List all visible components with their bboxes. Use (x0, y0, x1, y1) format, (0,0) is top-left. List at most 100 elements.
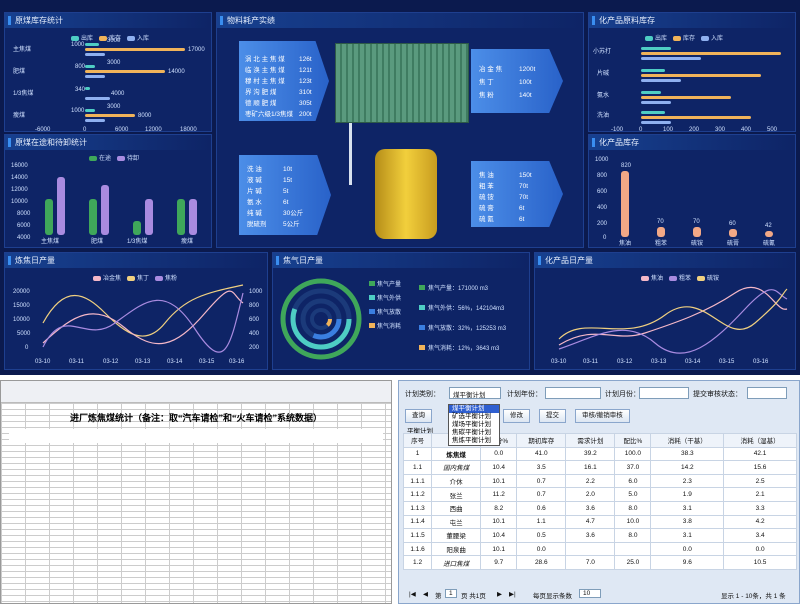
modify-button[interactable]: 修改 (503, 409, 530, 423)
cat-label: 主焦煤 (13, 45, 31, 53)
gas-daily-panel: 焦气日产量 焦气产量 焦气外供 焦气放散 焦气消耗 焦气产量：171000 m3… (272, 252, 530, 370)
svg-text:临 涣 主 焦 煤: 临 涣 主 焦 煤 (245, 65, 285, 74)
svg-text:焦气外供: 焦气外供 (377, 294, 401, 302)
prev-page-icon[interactable]: ◀ (423, 591, 428, 598)
table-row[interactable]: 1.1.5 董腰梁 10.4 0.5 3.6 8.0 3.1 3.4 (402, 528, 797, 543)
first-page-icon[interactable]: |◀ (409, 591, 416, 598)
bar (177, 199, 185, 235)
spreadsheet-window: 进厂炼焦煤统计（备注：取“汽车请检”和“火车请检”系统数据） (0, 380, 392, 604)
section-label: 平衡计划 (407, 428, 433, 435)
dropdown-option[interactable]: 矿选平衡计划 (452, 413, 491, 420)
chem-daily-panel: 化产品日产量 焦油 粗苯 硫铵 03-10 03-11 03-12 03-13 03… (534, 252, 796, 370)
page-input[interactable]: 1 (445, 589, 457, 598)
svg-text:10000: 10000 (11, 199, 28, 205)
legend: 出库 库存 入库 (65, 33, 149, 42)
chem-daily-chart: 03-10 03-11 03-12 03-13 03-14 03-15 03-1… (551, 286, 788, 365)
per-page-select[interactable]: 10 (579, 589, 602, 598)
plan-type-label: 计划类别： (405, 391, 440, 398)
svg-text:0: 0 (25, 345, 29, 351)
chem-output-box (471, 161, 563, 227)
chem-product-stock-chart: 1000 800 600 400 200 0 820 70 70 60 42 焦… (595, 157, 775, 247)
table-row[interactable]: 1.1 国内焦煤 10.4 3.5 16.1 37.0 14.2 15.6 (402, 460, 797, 475)
dropdown-option[interactable]: 煤平衡计划 (449, 405, 499, 413)
svg-text:6000: 6000 (115, 127, 129, 133)
svg-text:焦 油: 焦 油 (479, 170, 494, 179)
svg-text:8000: 8000 (17, 211, 31, 217)
table-row[interactable]: 1.1.4 屯兰 10.1 1.1 4.7 10.0 3.8 4.2 (402, 514, 797, 530)
svg-text:03-15: 03-15 (719, 359, 735, 365)
dropdown-option[interactable]: 焦碳平衡计划 (452, 429, 491, 436)
svg-text:6t: 6t (519, 205, 525, 212)
svg-text:340: 340 (75, 87, 86, 93)
legend: 出库 库存 入库 (639, 33, 723, 42)
table-row[interactable]: 1 炼焦煤 0.0 41.0 39.2 100.0 38.3 42.1 (402, 446, 797, 462)
svg-text:洗 油: 洗 油 (247, 164, 262, 173)
table-row[interactable]: 1.1.2 张兰 11.2 0.7 2.0 5.0 1.9 2.1 (402, 487, 797, 502)
panel-title: 原煤库存统计 (5, 13, 211, 28)
next-page-icon[interactable]: ▶ (497, 591, 502, 598)
query-button[interactable]: 查询 (405, 409, 432, 423)
submit-button[interactable]: 提交 (539, 409, 566, 423)
svg-text:6t: 6t (283, 199, 289, 206)
cat-label: 瘦煤 (13, 111, 25, 119)
svg-text:焦气放散: 焦气放散 (377, 308, 401, 316)
raw-coal-stock-panel: 原煤库存统计 出库 库存 入库 主焦煤 肥煤 1/3焦煤 瘦煤 1000 17000 3… (4, 12, 212, 133)
svg-text:03-12: 03-12 (617, 359, 633, 365)
svg-text:12000: 12000 (11, 187, 28, 193)
svg-text:126t: 126t (299, 56, 312, 63)
dropdown-option[interactable]: 焦炼平衡计划 (452, 437, 491, 444)
pagination-summary: 显示 1 - 10条，共 1 条 (721, 593, 786, 600)
col-header: 序号 (402, 433, 433, 448)
panel-title: 物料耗产实绩 (217, 13, 583, 28)
coal-transit-panel: 原煤在途和待卸统计 在途 待卸 16000 14000 12000 10000 8… (4, 134, 212, 248)
month-field[interactable] (639, 387, 689, 399)
series-line (42, 290, 244, 345)
svg-text:15000: 15000 (13, 303, 30, 309)
review-button[interactable]: 审核/撤销审核 (575, 409, 630, 423)
svg-text:5公斤: 5公斤 (283, 219, 300, 228)
status-select[interactable] (747, 387, 787, 399)
svg-text:200: 200 (689, 127, 700, 133)
svg-text:800: 800 (75, 64, 86, 70)
svg-text:德 顺 肥 煤: 德 顺 肥 煤 (245, 98, 277, 107)
svg-text:片碱: 片碱 (597, 69, 609, 77)
coke-daily-panel: 炼焦日产量 冶金焦 焦丁 焦粉 20000 15000 10000 5000 0 1… (4, 252, 268, 370)
svg-text:17000: 17000 (188, 47, 205, 53)
panel-title: 化产品库存 (589, 135, 795, 150)
svg-text:70t: 70t (519, 194, 528, 201)
table-row[interactable]: 1.1.3 西曲 8.2 0.6 3.6 8.0 3.1 3.3 (402, 500, 797, 516)
svg-text:6t: 6t (519, 216, 525, 223)
svg-text:200: 200 (597, 221, 608, 227)
raw-coal-stock-chart: 主焦煤 肥煤 1/3焦煤 瘦煤 1000 17000 3000 800 14000 30… (13, 38, 205, 133)
svg-text:1000: 1000 (249, 289, 263, 295)
svg-text:14000: 14000 (11, 175, 28, 181)
bar (85, 75, 105, 78)
svg-text:150t: 150t (519, 172, 532, 179)
svg-text:14000: 14000 (168, 69, 185, 75)
svg-text:界 沟 肥 煤: 界 沟 肥 煤 (245, 87, 277, 96)
svg-text:03-10: 03-10 (35, 359, 51, 365)
last-page-icon[interactable]: ▶| (509, 591, 516, 598)
cat-label: 1/3焦煤 (13, 89, 33, 97)
svg-text:5000: 5000 (17, 331, 31, 337)
table-row[interactable]: 1.1.1 介休 10.1 0.7 2.2 6.0 2.3 2.5 (402, 473, 797, 489)
plan-type-select[interactable]: 煤平衡计划 (449, 387, 501, 399)
dropdown-option[interactable]: 煤场平衡计划 (452, 421, 491, 428)
table-row[interactable]: 1.2 进口焦煤 9.7 28.6 7.0 25.0 9.6 10.5 (402, 555, 797, 570)
chem-tank (375, 149, 437, 239)
page-prefix: 第 (435, 593, 442, 600)
year-field[interactable] (545, 387, 601, 399)
svg-text:焦气放散：32%，125253 m3: 焦气放散：32%，125253 m3 (428, 324, 507, 332)
gas-pipe (349, 123, 352, 185)
table-row[interactable]: 1.1.6 阳泉曲 10.1 0.0 0.0 0.0 (402, 541, 797, 557)
bar (729, 229, 737, 237)
coal-input-box (239, 41, 329, 121)
svg-text:03-11: 03-11 (583, 359, 599, 365)
svg-text:焦 粉: 焦 粉 (479, 90, 494, 99)
series-line (42, 292, 244, 353)
svg-text:12000: 12000 (145, 127, 162, 133)
svg-text:16000: 16000 (11, 163, 28, 169)
col-header: 配比% (614, 433, 652, 448)
svg-text:3000: 3000 (107, 60, 121, 66)
svg-text:焦气外供：56%，142104m3: 焦气外供：56%，142104m3 (428, 304, 505, 312)
